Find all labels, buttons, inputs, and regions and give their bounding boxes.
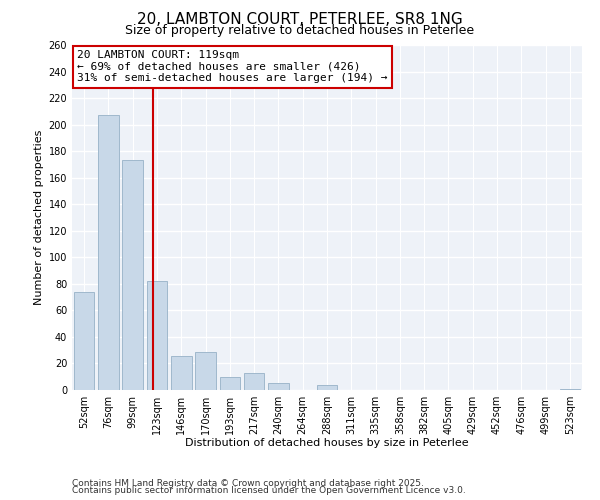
- Bar: [171, 356, 191, 390]
- Bar: [220, 376, 240, 390]
- Bar: [74, 292, 94, 390]
- X-axis label: Distribution of detached houses by size in Peterlee: Distribution of detached houses by size …: [185, 438, 469, 448]
- Bar: [560, 388, 580, 390]
- Text: Contains public sector information licensed under the Open Government Licence v3: Contains public sector information licen…: [72, 486, 466, 495]
- Bar: [122, 160, 143, 390]
- Bar: [98, 116, 119, 390]
- Bar: [317, 384, 337, 390]
- Text: Contains HM Land Registry data © Crown copyright and database right 2025.: Contains HM Land Registry data © Crown c…: [72, 478, 424, 488]
- Text: 20, LAMBTON COURT, PETERLEE, SR8 1NG: 20, LAMBTON COURT, PETERLEE, SR8 1NG: [137, 12, 463, 28]
- Text: 20 LAMBTON COURT: 119sqm
← 69% of detached houses are smaller (426)
31% of semi-: 20 LAMBTON COURT: 119sqm ← 69% of detach…: [77, 50, 388, 84]
- Bar: [268, 384, 289, 390]
- Y-axis label: Number of detached properties: Number of detached properties: [34, 130, 44, 305]
- Bar: [146, 281, 167, 390]
- Bar: [244, 373, 265, 390]
- Text: Size of property relative to detached houses in Peterlee: Size of property relative to detached ho…: [125, 24, 475, 37]
- Bar: [195, 352, 216, 390]
